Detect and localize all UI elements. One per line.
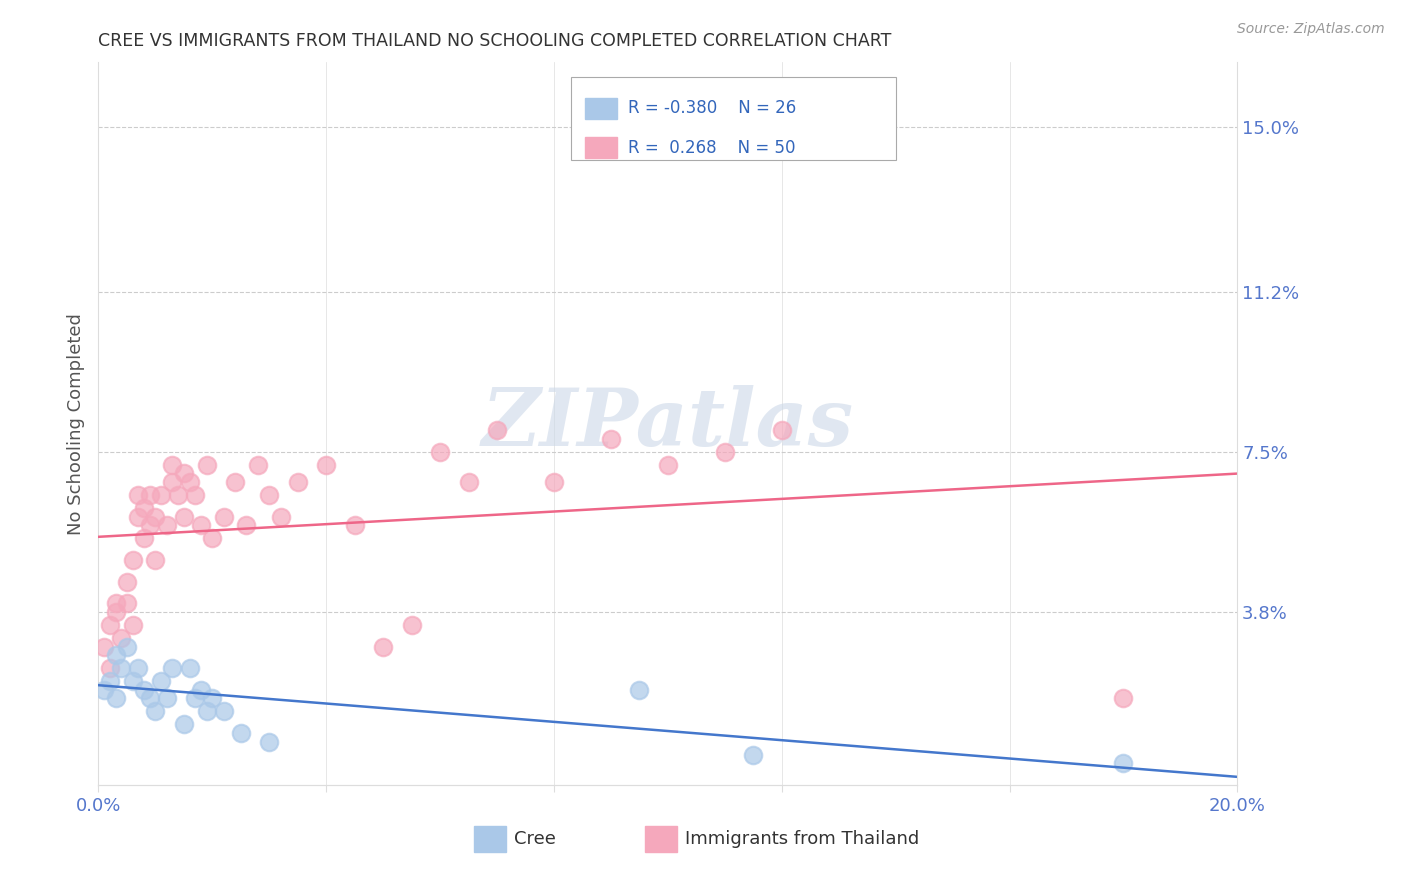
Point bbox=[150, 488, 173, 502]
Point bbox=[115, 574, 138, 589]
Point bbox=[190, 518, 212, 533]
Text: ZIPatlas: ZIPatlas bbox=[482, 385, 853, 462]
Point bbox=[167, 488, 190, 502]
Point bbox=[270, 509, 292, 524]
Point bbox=[224, 475, 246, 489]
Point bbox=[287, 475, 309, 489]
Point bbox=[115, 596, 138, 610]
Point bbox=[212, 705, 235, 719]
Point bbox=[657, 458, 679, 472]
Point bbox=[1112, 756, 1135, 771]
Point bbox=[138, 488, 160, 502]
Point bbox=[229, 726, 252, 740]
Point bbox=[195, 458, 218, 472]
Point bbox=[121, 553, 143, 567]
FancyBboxPatch shape bbox=[645, 826, 676, 852]
Point bbox=[145, 553, 167, 567]
Point bbox=[628, 682, 651, 697]
Point bbox=[162, 661, 184, 675]
Point bbox=[115, 640, 138, 654]
Point bbox=[132, 532, 155, 546]
Text: Source: ZipAtlas.com: Source: ZipAtlas.com bbox=[1237, 22, 1385, 37]
Point bbox=[373, 640, 395, 654]
Point bbox=[184, 488, 207, 502]
Point bbox=[179, 661, 201, 675]
Point bbox=[145, 509, 167, 524]
Point bbox=[235, 518, 257, 533]
Point bbox=[184, 691, 207, 706]
Point bbox=[127, 488, 149, 502]
Point bbox=[246, 458, 269, 472]
Point bbox=[93, 682, 115, 697]
Point bbox=[110, 661, 132, 675]
Text: R =  0.268    N = 50: R = 0.268 N = 50 bbox=[628, 138, 796, 156]
Point bbox=[429, 445, 451, 459]
Point bbox=[98, 674, 121, 689]
Point bbox=[93, 640, 115, 654]
Point bbox=[742, 747, 765, 762]
FancyBboxPatch shape bbox=[474, 826, 506, 852]
Point bbox=[190, 682, 212, 697]
Point bbox=[714, 445, 737, 459]
Point bbox=[259, 488, 281, 502]
Point bbox=[104, 605, 127, 619]
Point bbox=[104, 691, 127, 706]
Point bbox=[401, 618, 423, 632]
Point bbox=[121, 618, 143, 632]
Text: CREE VS IMMIGRANTS FROM THAILAND NO SCHOOLING COMPLETED CORRELATION CHART: CREE VS IMMIGRANTS FROM THAILAND NO SCHO… bbox=[98, 32, 891, 50]
Text: Immigrants from Thailand: Immigrants from Thailand bbox=[685, 830, 920, 848]
Point bbox=[127, 509, 149, 524]
Point bbox=[173, 509, 195, 524]
Point bbox=[138, 518, 160, 533]
Point bbox=[98, 618, 121, 632]
Point bbox=[173, 467, 195, 481]
Point bbox=[457, 475, 479, 489]
Point bbox=[132, 682, 155, 697]
Point bbox=[259, 734, 281, 748]
FancyBboxPatch shape bbox=[585, 98, 617, 119]
Point bbox=[195, 705, 218, 719]
FancyBboxPatch shape bbox=[585, 137, 617, 158]
Point bbox=[145, 705, 167, 719]
Point bbox=[179, 475, 201, 489]
Point bbox=[104, 648, 127, 662]
Point bbox=[132, 501, 155, 516]
Point bbox=[127, 661, 149, 675]
Point bbox=[173, 717, 195, 731]
Point bbox=[121, 674, 143, 689]
Point bbox=[201, 691, 224, 706]
Y-axis label: No Schooling Completed: No Schooling Completed bbox=[66, 313, 84, 534]
Text: R = -0.380    N = 26: R = -0.380 N = 26 bbox=[628, 100, 796, 118]
Point bbox=[162, 475, 184, 489]
Point bbox=[212, 509, 235, 524]
Point bbox=[156, 691, 179, 706]
Point bbox=[770, 423, 793, 437]
Text: Cree: Cree bbox=[515, 830, 555, 848]
Point bbox=[156, 518, 179, 533]
Point bbox=[600, 432, 623, 446]
Point bbox=[162, 458, 184, 472]
Point bbox=[104, 596, 127, 610]
Point bbox=[98, 661, 121, 675]
Point bbox=[138, 691, 160, 706]
Point bbox=[315, 458, 337, 472]
Point bbox=[343, 518, 366, 533]
Point bbox=[543, 475, 565, 489]
Point bbox=[110, 631, 132, 645]
FancyBboxPatch shape bbox=[571, 77, 896, 160]
Point bbox=[150, 674, 173, 689]
Point bbox=[201, 532, 224, 546]
Point bbox=[1112, 691, 1135, 706]
Point bbox=[486, 423, 509, 437]
